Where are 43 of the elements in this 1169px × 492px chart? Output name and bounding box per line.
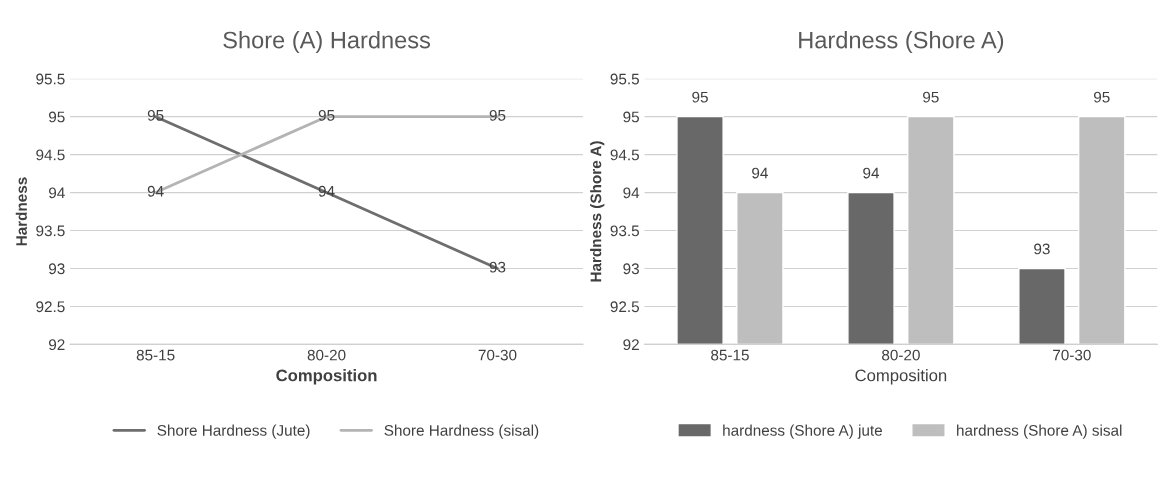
x-tick-label: 80-20 <box>882 349 920 361</box>
data-label: 93 <box>489 261 506 273</box>
y-tick-label: 94 <box>623 187 640 199</box>
x-axis-title: Composition <box>276 369 377 385</box>
y-tick-label: 95.5 <box>610 73 639 85</box>
data-label: 94 <box>752 167 768 179</box>
data-label: 95 <box>489 109 506 121</box>
legend-label: hardness (Shore A) jute <box>723 424 882 439</box>
x-axis-title: Composition <box>855 369 947 385</box>
y-tick-label: 94.5 <box>610 149 639 161</box>
data-label: 94 <box>863 167 880 179</box>
y-tick-label: 95 <box>623 111 639 123</box>
data-label: 95 <box>692 91 708 103</box>
y-tick-label: 93 <box>49 263 65 275</box>
chart-title: Shore (A) Hardness <box>223 31 431 54</box>
data-label: 93 <box>1034 243 1050 255</box>
data-label: 95 <box>1093 91 1110 103</box>
y-tick-label: 92 <box>49 339 65 351</box>
data-label: 95 <box>147 109 164 121</box>
y-tick-label: 93.5 <box>36 225 65 237</box>
y-tick-label: 95.5 <box>36 73 65 85</box>
x-tick-label: 85-15 <box>711 349 749 361</box>
y-tick-label: 93.5 <box>610 225 639 237</box>
x-tick-label: 80-20 <box>307 349 346 361</box>
data-label: 94 <box>147 185 164 197</box>
y-tick-label: 93 <box>623 263 639 275</box>
x-tick-label: 70-30 <box>1053 349 1091 361</box>
data-label: 95 <box>318 109 335 121</box>
y-axis-title: Hardness <box>15 177 27 246</box>
chart-title: Hardness (Shore A) <box>799 31 1004 54</box>
y-axis-title: Hardness (Shore A) <box>590 141 605 282</box>
y-tick-label: 92.5 <box>610 301 639 313</box>
data-label: 95 <box>923 91 939 103</box>
y-tick-label: 92.5 <box>36 301 65 313</box>
legend-label: Shore Hardness (Jute) <box>157 424 310 439</box>
legend-label: hardness (Shore A) sisal <box>957 424 1122 439</box>
x-tick-label: 85-15 <box>136 349 175 361</box>
y-tick-label: 92 <box>623 339 639 351</box>
y-tick-label: 94.5 <box>36 149 65 161</box>
y-tick-label: 94 <box>49 187 65 199</box>
legend-label: Shore Hardness (sisal) <box>384 424 539 439</box>
y-tick-label: 95 <box>49 111 65 123</box>
x-tick-label: 70-30 <box>478 349 517 361</box>
